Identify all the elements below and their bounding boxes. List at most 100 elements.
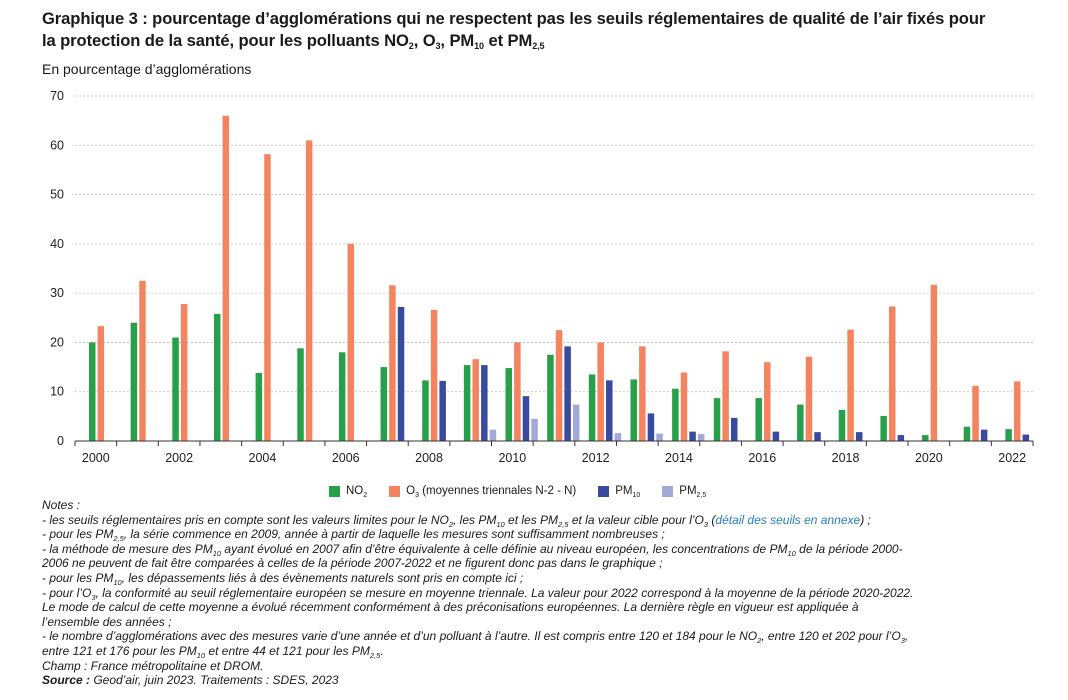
x-tick-label: 2008	[415, 451, 443, 465]
bar-o3-2009	[472, 359, 479, 441]
bar-o3-2006	[347, 243, 355, 441]
bar-no2-2001	[130, 322, 138, 441]
note-o3-average-line2: Le mode de calcul de cette moyenne a évo…	[42, 600, 859, 615]
x-tick-label: 2004	[249, 451, 277, 465]
bar-pm10-2022	[1022, 434, 1030, 441]
note-source: Source : Geod’air, juin 2023. Traitement…	[42, 673, 339, 688]
bar-no2-2022	[1005, 429, 1012, 441]
bar-pm10-2016	[772, 431, 780, 441]
note-o3-average-line3: l’ensemble des années ;	[42, 614, 172, 629]
chart-subtitle: En pourcentage d’agglomérations	[42, 61, 252, 77]
bar-pm10-2008	[439, 380, 446, 441]
legend-swatch-pm25	[662, 485, 674, 497]
bar-no2-2003	[213, 313, 221, 441]
legend-item-pm25: PM2,5	[662, 485, 707, 499]
bar-o3-2008	[430, 309, 438, 441]
legend-swatch-no2	[329, 485, 340, 497]
bar-o3-2012	[597, 342, 604, 441]
y-tick-label: 50	[50, 188, 64, 202]
bar-o3-2005	[305, 140, 313, 441]
bar-no2-2017	[797, 404, 804, 441]
bar-pm25-2009	[489, 429, 497, 441]
bar-pm10-2019	[897, 435, 905, 441]
y-tick-label: 0	[57, 434, 64, 448]
x-tick-label: 2020	[915, 451, 943, 465]
bar-no2-2015	[713, 398, 721, 441]
bar-pm25-2010	[531, 418, 538, 441]
chart-legend: NO2 O3 (moyennes triennales N-2 - N) PM1…	[329, 484, 728, 499]
bar-o3-2019	[888, 306, 896, 441]
bar-o3-2002	[180, 303, 188, 441]
bar-no2-2019	[880, 415, 887, 441]
note-pm10-method-line2: 2006 ne peuvent de fait être comparées à…	[42, 556, 663, 571]
title-line-1: Graphique 3 : pourcentage d’agglomératio…	[42, 9, 986, 28]
bar-o3-2015	[722, 351, 729, 441]
bar-no2-2000	[89, 342, 96, 441]
bar-pm10-2014	[689, 431, 696, 441]
bar-pm10-2018	[855, 432, 863, 441]
x-tick-label: 2000	[82, 451, 110, 465]
bar-o3-2014	[680, 372, 688, 441]
bar-o3-2021	[972, 385, 979, 441]
x-tick-label: 2010	[498, 451, 526, 465]
bar-no2-2021	[963, 426, 971, 441]
y-tick-label: 70	[50, 89, 64, 103]
bar-pm25-2013	[656, 433, 663, 441]
bar-pm25-2012	[614, 433, 622, 441]
bar-o3-2001	[139, 280, 146, 441]
notes-heading: Notes :	[42, 498, 81, 512]
bar-chart: 0 10 20 30 40 50 60 70 2000 2002 2004 2006 2008 2010 2…	[50, 89, 1034, 465]
note-pm10-method: - la méthode de mesure des PM10 ayant év…	[42, 541, 903, 558]
note-o3-average: - pour l’O3, la conformité au seuil régl…	[42, 585, 914, 602]
bar-no2-2002	[172, 337, 179, 441]
note-champ: Champ : France métropolitaine et DROM.	[42, 658, 264, 673]
x-tick-label: 2006	[332, 451, 360, 465]
bar-no2-2011	[547, 354, 554, 441]
bar-no2-2008	[422, 380, 429, 441]
legend-label-no2: NO2	[346, 485, 368, 499]
bar-no2-2013	[630, 379, 637, 441]
note-pm10-natural: - pour les PM10, les dépassements liés à…	[42, 570, 524, 587]
bar-no2-2004	[255, 372, 263, 441]
bar-no2-2007	[380, 367, 388, 441]
y-tick-label: 60	[50, 138, 64, 152]
bar-o3-2022	[1013, 381, 1021, 441]
bar-o3-2013	[639, 346, 646, 441]
bar-pm25-2011	[572, 404, 580, 441]
bar-no2-2016	[755, 398, 762, 441]
x-tick-label: 2014	[665, 451, 693, 465]
bar-pm10-2021	[980, 429, 988, 441]
bar-pm25-2014	[697, 434, 705, 441]
bar-o3-2018	[847, 329, 854, 441]
bar-no2-2018	[838, 409, 846, 441]
x-tick-label: 2016	[748, 451, 776, 465]
bar-o3-2007	[389, 285, 396, 441]
bar-pm10-2007	[397, 306, 405, 441]
annex-link[interactable]: détail des seuils en annexe	[715, 512, 861, 527]
legend-swatch-o3	[389, 485, 401, 497]
x-tick-label: 2012	[582, 451, 610, 465]
bar-no2-2006	[338, 352, 346, 441]
legend-label-pm25: PM2,5	[679, 485, 707, 499]
bar-no2-2005	[297, 348, 304, 441]
note-pm25-start: - pour les PM2,5, la série commence en 2…	[42, 527, 665, 544]
legend-item-o3: O3 (moyennes triennales N-2 - N)	[389, 485, 577, 499]
bar-pm10-2011	[564, 346, 571, 441]
legend-item-no2: NO2	[329, 485, 368, 499]
bar-o3-2020	[930, 284, 938, 441]
chart-title: Graphique 3 : pourcentage d’agglomératio…	[42, 8, 1052, 52]
bar-no2-2020	[922, 435, 929, 441]
note-agglomeration-count: - le nombre d’agglomérations avec des me…	[42, 629, 909, 646]
bar-o3-2010	[514, 342, 521, 441]
y-tick-label: 20	[50, 335, 64, 349]
bar-pm10-2009	[481, 365, 488, 441]
bar-pm10-2017	[814, 432, 821, 441]
note-thresholds: - les seuils réglementaires pris en comp…	[42, 512, 871, 529]
bar-pm10-2013	[647, 413, 655, 441]
x-tick-label: 2022	[998, 451, 1026, 465]
bar-o3-2016	[764, 362, 771, 441]
legend-label-o3: O3 (moyennes triennales N-2 - N)	[406, 485, 577, 499]
bar-o3-2003	[222, 115, 230, 441]
note-agglomeration-count-line2: entre 121 et 176 pour les PM10 et entre …	[42, 643, 384, 660]
x-tick-label: 2018	[832, 451, 860, 465]
